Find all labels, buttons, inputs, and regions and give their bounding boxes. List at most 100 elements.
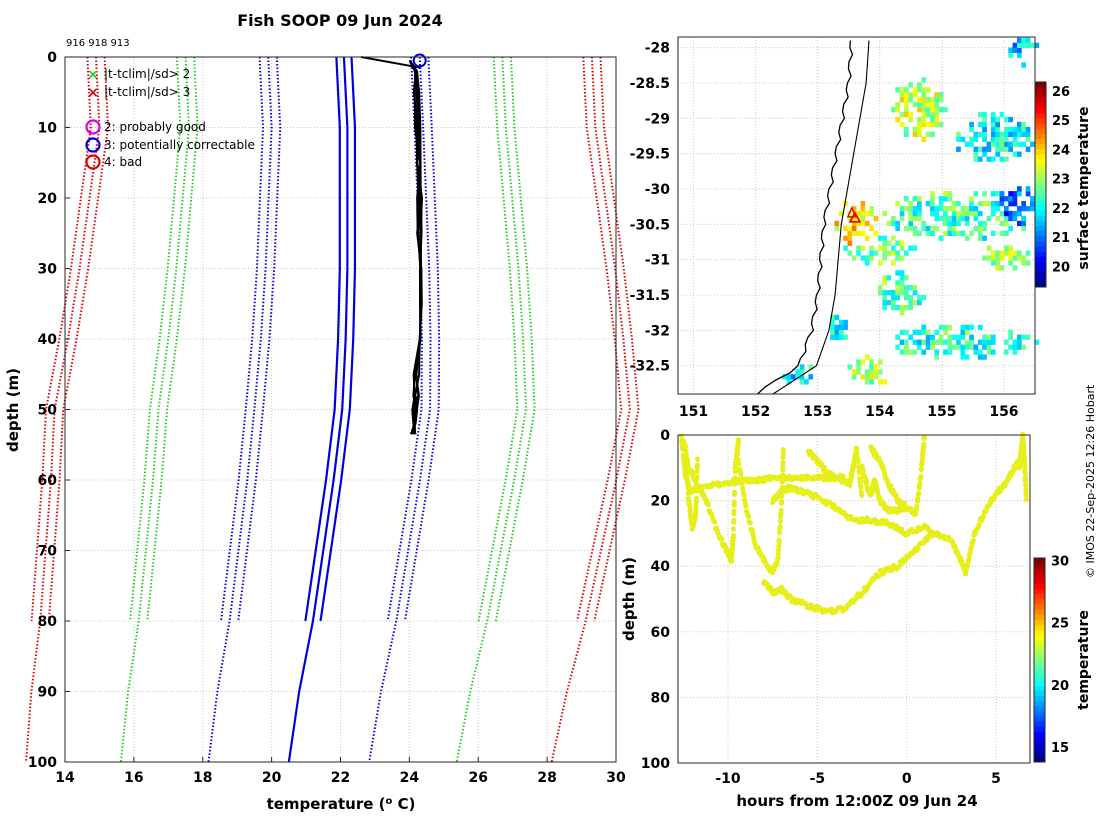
- map-sst-cell: [973, 210, 979, 217]
- map-sst-cell: [877, 369, 883, 375]
- map-sst-cell: [930, 116, 935, 123]
- timedepth-colorbar-segment: [1034, 695, 1045, 702]
- timedepth-point: [694, 456, 701, 462]
- map-sst-cell: [999, 141, 1005, 147]
- timedepth-point: [976, 522, 982, 528]
- map-colorbar-tick-label: 26: [1052, 85, 1070, 100]
- map-sst-cell: [986, 339, 992, 345]
- map-colorbar-segment: [1035, 281, 1046, 288]
- timedepth-point: [693, 495, 700, 501]
- map-colorbar: 20 21 22 23 24 25 26: [1034, 81, 1070, 288]
- map-sst-cell: [947, 230, 953, 236]
- profile-xtick-label: 14: [55, 770, 75, 786]
- profile-ytick-label: 70: [38, 544, 58, 560]
- map-sst-cell: [1025, 250, 1031, 256]
- map-colorbar-tick-label: 23: [1052, 173, 1070, 188]
- map-sst-cell: [856, 245, 861, 251]
- timedepth-point: [780, 460, 786, 466]
- map-coastline: [757, 40, 870, 395]
- copyright-notice: © IMOS 22-Sep-2025 12:26 Hobart: [1084, 384, 1097, 578]
- map-sst-cell: [925, 111, 931, 118]
- map-sst-cell: [908, 215, 913, 222]
- timedepth-colorbar-segment: [1034, 578, 1045, 584]
- timedepth-colorbar-segment: [1034, 685, 1045, 692]
- map-colorbar-segment: [1035, 133, 1046, 139]
- map-sst-cell: [895, 107, 900, 113]
- map-sst-cell: [999, 196, 1005, 202]
- timedepth-point: [731, 517, 737, 524]
- map-sst-cell: [895, 220, 900, 227]
- map-sst-cell: [917, 116, 922, 123]
- map-sst-cell: [943, 210, 948, 217]
- timedepth-colorbar-segment: [1034, 629, 1045, 635]
- map-sst-cell: [977, 131, 983, 137]
- map-sst-cell: [925, 107, 931, 113]
- flag-circle-marker: [412, 53, 427, 68]
- map-sst-cell: [951, 215, 957, 222]
- map-sst-cell: [986, 215, 992, 222]
- profile-ytick-label: 100: [28, 755, 57, 771]
- map-sst-cell: [964, 354, 970, 360]
- map-sst-cell: [1025, 146, 1031, 152]
- map-sst-cell: [882, 210, 887, 217]
- map-colorbar-tick-label: 24: [1052, 143, 1070, 158]
- map-sst-cell: [1025, 186, 1031, 192]
- timedepth-point: [780, 455, 786, 461]
- climatology-envelope-line: [30, 56, 92, 622]
- map-sst-cell: [1012, 339, 1018, 345]
- map-sst-cell: [1021, 121, 1026, 128]
- map-sst-cell: [891, 290, 896, 296]
- map-colorbar-segment: [1035, 210, 1046, 216]
- map-sst-cell: [982, 146, 987, 152]
- map-sst-cell: [938, 324, 944, 330]
- map-sst-cell: [917, 82, 922, 88]
- timedepth-point: [693, 499, 699, 505]
- map-sst-cell: [999, 146, 1005, 152]
- map-sst-cell: [951, 206, 957, 212]
- map-sst-cell: [895, 201, 900, 207]
- map-sst-cell: [1008, 250, 1013, 256]
- map-sst-cell: [895, 334, 900, 340]
- map-sst-cell: [1008, 141, 1013, 147]
- timedepth-colorbar-segment: [1034, 563, 1045, 569]
- timedepth-point: [924, 537, 930, 543]
- map-sst-cell: [977, 324, 983, 330]
- map-sst-cell: [1017, 255, 1022, 261]
- map-sst-cell: [1021, 220, 1026, 227]
- map-sst-cell: [847, 225, 853, 232]
- map-colorbar-segment: [1035, 230, 1046, 237]
- map-ytick-label: -31.5: [630, 288, 670, 304]
- profile-ytick-label: 10: [38, 121, 58, 137]
- timedepth-point: [693, 509, 699, 515]
- map-colorbar-segment: [1035, 189, 1046, 196]
- legend-o-magenta-label: 2: probably good: [104, 120, 206, 134]
- timedepth-point: [854, 450, 860, 456]
- timedepth-colorbar-segment: [1034, 624, 1045, 630]
- map-sst-cell: [1008, 245, 1013, 251]
- map-sst-cell: [956, 146, 961, 152]
- profile-xtick-label: 18: [193, 770, 212, 786]
- map-sst-cell: [956, 210, 961, 217]
- map-sst-cell: [925, 201, 931, 207]
- map-sst-cell: [1008, 329, 1013, 335]
- map-sst-cell: [990, 121, 996, 128]
- climatology-envelope-line: [47, 56, 110, 622]
- map-sst-cell: [921, 121, 927, 128]
- timedepth-colorbar-segment: [1034, 711, 1045, 717]
- timedepth-point: [915, 545, 921, 551]
- map-sst-cell: [877, 359, 883, 365]
- timedepth-point: [747, 520, 754, 526]
- map-sst-cell: [851, 215, 857, 222]
- legend-o-magenta-marker: [85, 119, 101, 135]
- timedepth-ytick-label: 80: [651, 690, 671, 706]
- map-sst-cell: [917, 97, 922, 103]
- map-sst-cell: [1004, 215, 1009, 222]
- map-panel: 151 152 153 154 155 156 -28 -28.5 -29 -29.5 -30 -30…: [630, 36, 1092, 420]
- timedepth-colorbar-segment: [1034, 634, 1045, 641]
- timedepth-colorbar-segment: [1034, 746, 1045, 753]
- map-sst-cell: [895, 285, 900, 291]
- map-sst-cell: [995, 260, 1000, 266]
- map-sst-cell: [904, 102, 909, 108]
- map-sst-cell: [899, 349, 905, 355]
- map-sst-cell: [869, 255, 874, 261]
